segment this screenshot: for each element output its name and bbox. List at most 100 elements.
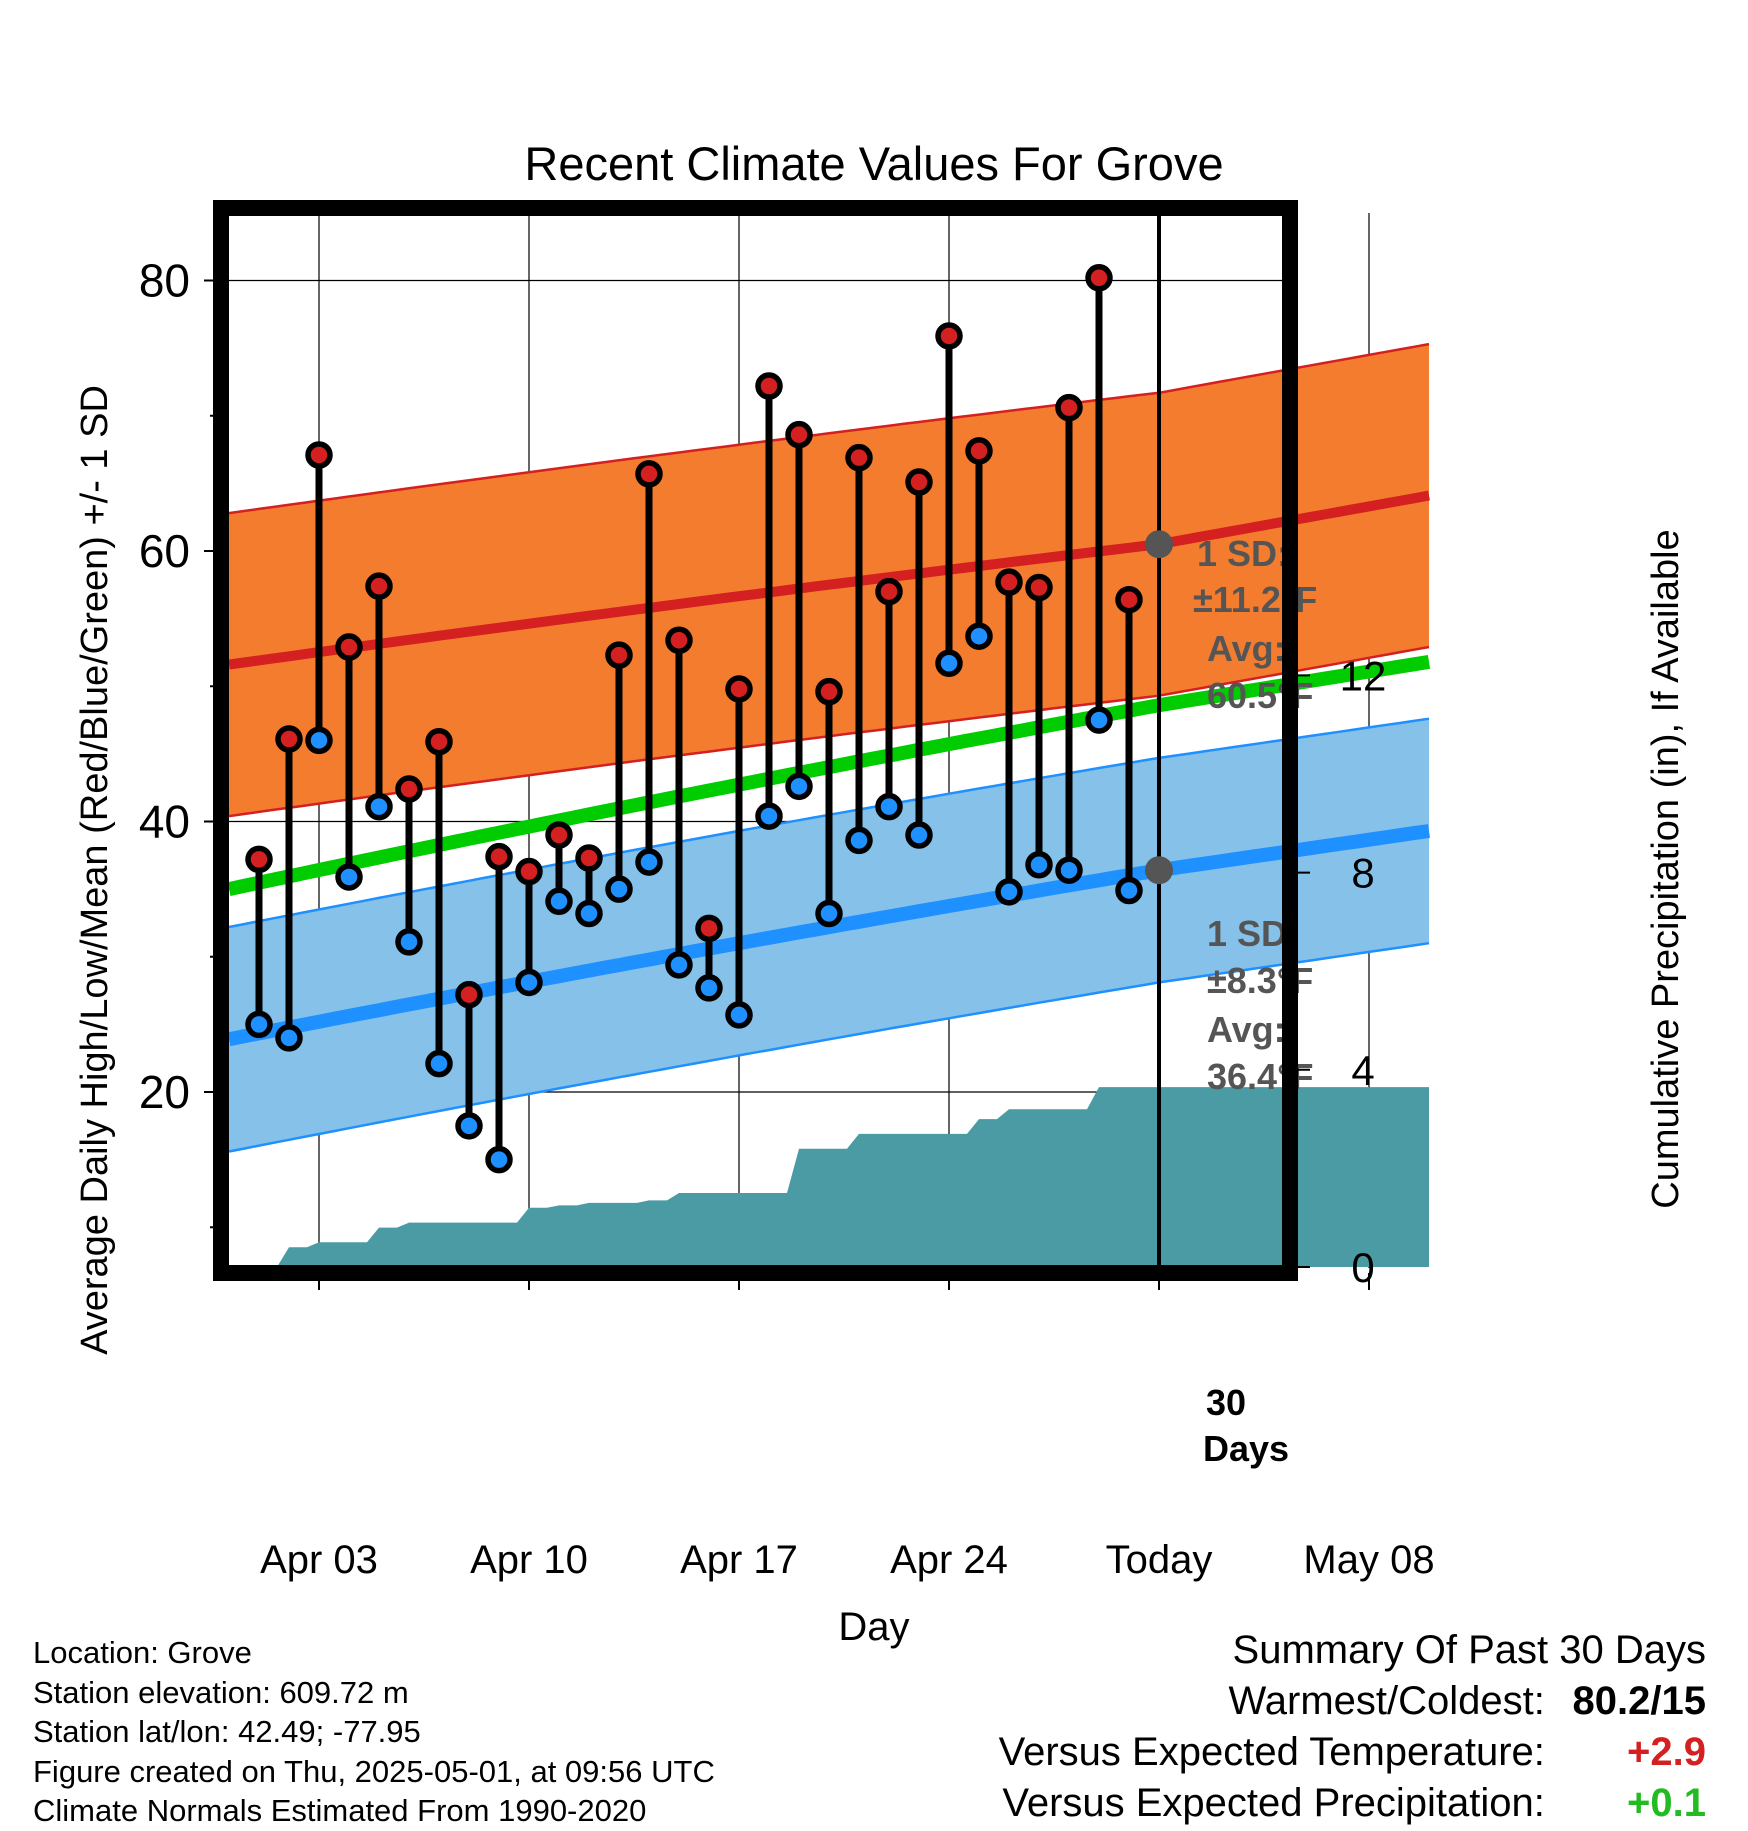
window-label-days: Days — [1203, 1428, 1289, 1469]
daily-low-point — [995, 878, 1023, 906]
x-tick-label: Apr 17 — [680, 1538, 798, 1582]
daily-high-point — [755, 372, 783, 400]
daily-low-point — [395, 928, 423, 956]
daily-high-point — [575, 844, 603, 872]
y-left-tick-label: 80 — [139, 255, 190, 307]
daily-low-point — [935, 649, 963, 678]
daily-low-point — [245, 1010, 273, 1039]
daily-high-point — [545, 821, 573, 849]
daily-high-point — [785, 420, 813, 449]
plot-border — [213, 200, 1298, 1281]
precip-label: Versus Expected Precipitation: — [1002, 1781, 1545, 1825]
daily-high-point — [875, 577, 903, 606]
y-right-axis-label: Cumulative Precipitation (in), If Availa… — [1645, 529, 1687, 1208]
summary-heading: Summary Of Past 30 Days — [1232, 1628, 1706, 1672]
x-tick-label: May 08 — [1303, 1538, 1434, 1582]
station-info: Location: Grove Station elevation: 609.7… — [33, 1633, 715, 1831]
daily-high-point — [965, 437, 993, 465]
daily-low-point — [605, 875, 633, 903]
daily-high-point — [245, 845, 273, 874]
daily-high-point — [1085, 264, 1113, 292]
daily-high-point — [665, 626, 693, 655]
x-tick-label: Apr 03 — [260, 1538, 378, 1582]
temp-label: Versus Expected Temperature: — [998, 1730, 1545, 1774]
daily-high-point — [815, 677, 843, 706]
temp-value: +2.9 — [1627, 1730, 1706, 1774]
latlon-text: Station lat/lon: 42.49; -77.95 — [33, 1714, 421, 1749]
x-tick-label: Today — [1106, 1538, 1213, 1582]
daily-low-point — [755, 802, 783, 830]
daily-low-point — [695, 974, 723, 1002]
daily-high-point — [425, 727, 453, 756]
daily-high-point — [275, 725, 303, 753]
daily-low-point — [845, 826, 873, 855]
high-sd-label: 1 SD: — [1197, 533, 1289, 574]
daily-low-point — [1055, 856, 1083, 884]
precip-row: Versus Expected Precipitation: +0.1 — [999, 1778, 1706, 1829]
daily-bars — [245, 264, 1143, 1174]
plot-frame — [213, 200, 1298, 1281]
chart-title: Recent Climate Values For Grove — [524, 137, 1223, 190]
daily-high-point — [1025, 573, 1053, 602]
daily-high-point — [695, 914, 723, 943]
summary-panel: Summary Of Past 30 Days Warmest/Coldest:… — [999, 1625, 1706, 1829]
daily-low-point — [875, 792, 903, 821]
today-high-avg-marker — [1145, 530, 1173, 559]
normals-text: Climate Normals Estimated From 1990-2020 — [33, 1793, 647, 1828]
location-text: Location: Grove — [33, 1635, 252, 1670]
daily-low-point — [575, 899, 603, 928]
daily-low-point — [1115, 876, 1143, 905]
daily-low-point — [905, 821, 933, 849]
y-left-axis-label: Average Daily High/Low/Mean (Red/Blue/Gr… — [74, 385, 116, 1355]
daily-high-point — [365, 572, 393, 600]
daily-low-point — [425, 1049, 453, 1078]
daily-high-point — [1055, 393, 1083, 422]
daily-high-point — [485, 842, 513, 871]
y-right-tick-label: 8 — [1351, 850, 1374, 897]
y-left-tick-label: 20 — [139, 1066, 190, 1118]
elevation-text: Station elevation: 609.72 m — [33, 1674, 409, 1710]
daily-high-point — [335, 633, 363, 661]
y-right-tick-label: 0 — [1351, 1244, 1374, 1291]
daily-low-point — [635, 848, 663, 876]
high-sd-upper-line — [228, 342, 1430, 515]
daily-low-point — [545, 887, 573, 916]
axes: Apr 03 Apr 10 Apr 17 Apr 24 Today May 08 Day 20… — [74, 255, 1687, 1650]
daily-low-point — [785, 772, 813, 801]
daily-high-point — [935, 322, 963, 350]
warm-cold-value: 80.2/15 — [1572, 1679, 1706, 1723]
created-text: Figure created on Thu, 2025-05-01, at 09… — [33, 1753, 715, 1789]
high-sd-value: ±11.2°F — [1193, 579, 1317, 620]
today-low-avg-marker — [1145, 856, 1173, 885]
daily-high-point — [995, 568, 1023, 596]
y-left-tick-label: 40 — [139, 796, 190, 848]
daily-high-point — [845, 443, 873, 472]
window-label-number: 30 — [1206, 1382, 1246, 1423]
precip-layer — [259, 1087, 1429, 1267]
precip-value: +0.1 — [1627, 1781, 1706, 1825]
daily-low-point — [725, 1001, 753, 1029]
daily-low-point — [275, 1024, 303, 1052]
daily-high-point — [395, 775, 423, 803]
daily-low-point — [1025, 851, 1053, 879]
warm-cold-label: Warmest/Coldest: — [1228, 1679, 1545, 1723]
daily-high-point — [515, 857, 543, 886]
x-axis-label: Day — [838, 1605, 909, 1649]
daily-high-point — [455, 980, 483, 1009]
normal-high-line — [228, 490, 1430, 670]
low-avg-label: Avg: — [1207, 1009, 1286, 1050]
high-avg-label: Avg: — [1207, 628, 1286, 669]
daily-high-point — [605, 641, 633, 669]
daily-low-point — [305, 726, 333, 755]
daily-high-point — [635, 460, 663, 488]
daily-high-point — [305, 441, 333, 469]
daily-low-point — [455, 1112, 483, 1140]
low-sd-lower-line — [228, 941, 1430, 1153]
daily-low-point — [665, 951, 693, 979]
daily-high-point — [725, 675, 753, 703]
temp-row: Versus Expected Temperature: +2.9 — [999, 1727, 1706, 1778]
y-left-tick-label: 60 — [139, 525, 190, 577]
daily-low-point — [365, 792, 393, 821]
precip-area — [259, 1087, 1429, 1267]
